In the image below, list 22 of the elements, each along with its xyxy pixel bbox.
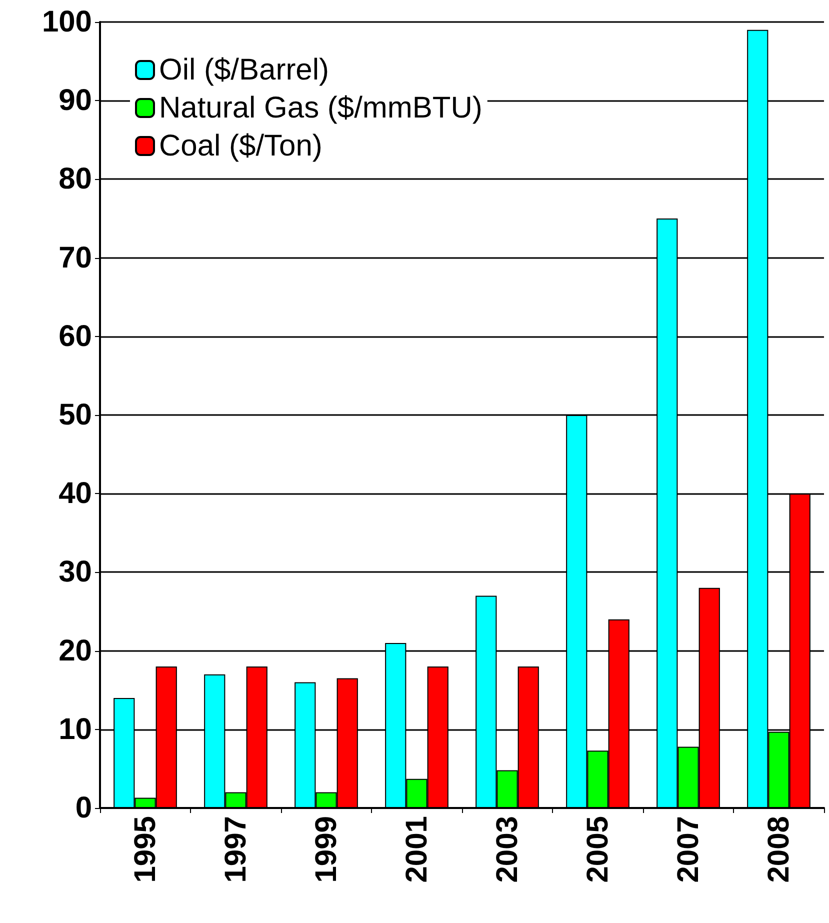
- x-tick-label: 2005: [581, 816, 614, 883]
- x-tick-label: 2007: [672, 816, 705, 883]
- y-tick-label: 40: [58, 477, 92, 510]
- y-tick-label: 70: [58, 241, 92, 274]
- y-tick-label: 0: [75, 792, 92, 824]
- legend-label: Coal ($/Ton): [159, 130, 322, 162]
- y-tick-label: 90: [58, 84, 92, 118]
- x-tick-label: 2003: [490, 816, 524, 883]
- x-tick-label: 1999: [310, 816, 343, 883]
- y-tick-label: 80: [58, 162, 92, 196]
- x-tick-label: 1997: [219, 816, 252, 883]
- y-tick-label: 20: [58, 634, 92, 668]
- y-tick-label: 30: [58, 556, 92, 589]
- x-tick-label: 2008: [762, 816, 796, 883]
- y-tick-label: 10: [58, 712, 92, 746]
- legend-label: Oil ($/Barrel): [159, 54, 330, 86]
- y-tick-label: 50: [58, 398, 92, 432]
- x-tick-label: 2001: [400, 816, 434, 883]
- legend-label: Natural Gas ($/mmBTU): [159, 92, 482, 124]
- y-tick-label: 100: [42, 6, 92, 38]
- x-tick-label: 1995: [128, 816, 162, 883]
- y-tick-label: 60: [58, 320, 92, 353]
